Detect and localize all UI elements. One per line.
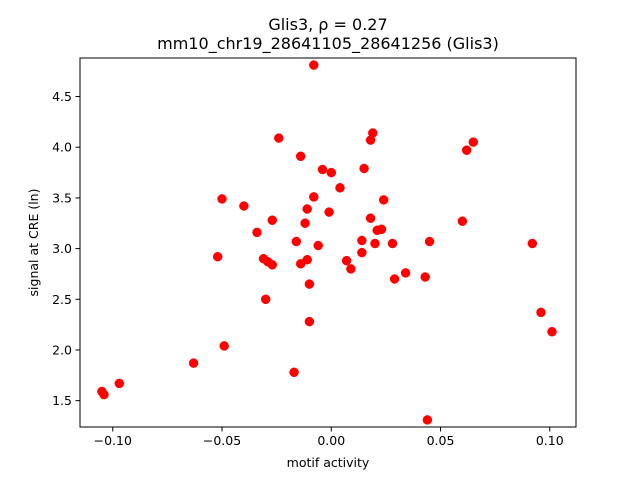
x-tick-label: 0.00 bbox=[317, 433, 345, 448]
data-point bbox=[357, 247, 367, 258]
data-point bbox=[274, 133, 284, 143]
data-point bbox=[212, 251, 223, 262]
data-point bbox=[309, 192, 319, 202]
data-point bbox=[370, 238, 380, 249]
data-point bbox=[302, 204, 312, 214]
data-point bbox=[536, 307, 546, 318]
chart-title-line-2: mm10_chr19_28641105_28641256 (Glis3) bbox=[157, 34, 499, 54]
data-point bbox=[420, 272, 430, 282]
data-point bbox=[357, 235, 367, 246]
data-point bbox=[295, 151, 306, 162]
y-tick-label: 3.0 bbox=[52, 241, 72, 256]
data-point bbox=[219, 341, 229, 351]
data-point bbox=[365, 213, 376, 223]
y-tick-label: 2.0 bbox=[52, 342, 72, 357]
data-point bbox=[291, 236, 302, 247]
x-tick-label: 0.10 bbox=[536, 433, 564, 448]
data-point bbox=[378, 195, 389, 205]
data-point bbox=[324, 207, 334, 217]
data-point bbox=[400, 268, 411, 278]
data-point bbox=[114, 378, 125, 389]
data-point bbox=[389, 274, 400, 284]
y-tick-label: 3.5 bbox=[52, 190, 72, 205]
y-tick-label: 2.5 bbox=[52, 292, 72, 307]
data-point bbox=[317, 164, 328, 175]
data-point bbox=[99, 389, 109, 400]
data-point bbox=[252, 227, 262, 238]
data-point bbox=[217, 194, 227, 204]
data-point bbox=[527, 238, 538, 249]
data-point bbox=[309, 60, 319, 70]
axes-frame bbox=[79, 57, 577, 428]
data-point bbox=[424, 236, 435, 247]
data-point bbox=[359, 163, 369, 174]
data-point bbox=[368, 128, 378, 138]
x-tick-label: −0.10 bbox=[94, 433, 132, 448]
data-point bbox=[461, 145, 472, 155]
y-tick-label: 1.5 bbox=[52, 393, 72, 408]
points-layer bbox=[97, 60, 557, 425]
data-point bbox=[302, 254, 312, 265]
data-point bbox=[304, 316, 315, 327]
data-point bbox=[341, 255, 352, 266]
chart-title-line-1: Glis3, ρ = 0.27 bbox=[268, 15, 387, 34]
data-point bbox=[267, 260, 278, 270]
data-point bbox=[188, 358, 199, 368]
data-point bbox=[239, 201, 249, 211]
data-point bbox=[376, 224, 387, 235]
data-point bbox=[300, 218, 310, 228]
x-axis-label: motif activity bbox=[287, 455, 370, 470]
data-point bbox=[468, 137, 479, 147]
y-axis-label: signal at CRE (ln) bbox=[26, 189, 41, 297]
y-tick-label: 4.0 bbox=[52, 140, 72, 155]
data-point bbox=[547, 326, 557, 337]
y-tick-label: 4.5 bbox=[52, 89, 72, 104]
data-point bbox=[304, 279, 315, 289]
x-tick-label: 0.05 bbox=[427, 433, 455, 448]
x-axis: −0.10 −0.05 0.00 0.05 0.10 bbox=[94, 427, 564, 448]
data-point bbox=[289, 367, 299, 378]
y-axis: 1.5 2.0 2.5 3.0 3.5 4.0 4.5 bbox=[52, 89, 80, 408]
data-point bbox=[346, 264, 356, 274]
data-point bbox=[387, 238, 398, 249]
data-point bbox=[457, 216, 468, 226]
data-point bbox=[335, 183, 345, 193]
data-point bbox=[267, 215, 278, 225]
x-tick-label: −0.05 bbox=[203, 433, 241, 448]
data-point bbox=[326, 167, 337, 178]
data-point bbox=[313, 240, 323, 251]
data-point bbox=[422, 415, 433, 425]
data-point bbox=[260, 294, 271, 305]
